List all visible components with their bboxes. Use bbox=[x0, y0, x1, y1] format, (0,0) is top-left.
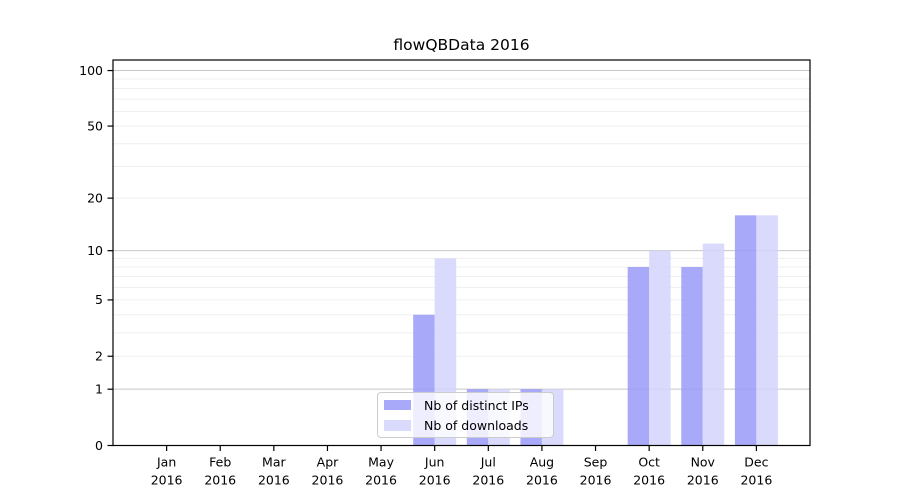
y-tick-label: 1 bbox=[95, 381, 103, 396]
bar-distinct-ips-nov bbox=[681, 266, 703, 446]
legend-label-downloads: Nb of downloads bbox=[424, 418, 529, 433]
x-tick-label-year: 2016 bbox=[258, 473, 290, 488]
legend-swatch-downloads bbox=[384, 420, 411, 431]
bar-downloads-oct bbox=[649, 250, 671, 446]
bar-distinct-ips-oct bbox=[627, 266, 650, 446]
bar-downloads-nov bbox=[702, 243, 725, 446]
x-tick-label-month: Jan bbox=[156, 455, 176, 470]
legend-row-downloads: Nb of downloads bbox=[384, 418, 547, 433]
y-tick-label: 2 bbox=[95, 349, 103, 364]
x-tick-label-year: 2016 bbox=[526, 473, 558, 488]
x-tick-label-month: May bbox=[368, 455, 394, 470]
x-tick-label-month: Aug bbox=[530, 455, 554, 470]
x-tick-label-year: 2016 bbox=[312, 473, 344, 488]
plot-border bbox=[112, 59, 811, 447]
x-tick-label-month: Nov bbox=[691, 455, 716, 470]
legend-label-distinct-ips: Nb of distinct IPs bbox=[424, 397, 529, 413]
x-tick-label-year: 2016 bbox=[419, 473, 451, 488]
x-tick-label-year: 2016 bbox=[580, 473, 612, 488]
y-tick-label: 10 bbox=[87, 243, 103, 258]
y-tick-label: 0 bbox=[95, 438, 103, 453]
y-tick-label: 50 bbox=[87, 118, 103, 133]
y-tick-label: 100 bbox=[79, 63, 103, 78]
x-tick-label-month: Jul bbox=[480, 455, 496, 470]
y-tick-label: 5 bbox=[95, 292, 103, 307]
y-tick-label: 20 bbox=[87, 190, 103, 205]
x-tick-label-year: 2016 bbox=[633, 473, 665, 488]
x-tick-label-year: 2016 bbox=[365, 473, 397, 488]
legend: Nb of distinct IPs Nb of downloads bbox=[377, 392, 554, 438]
bar-distinct-ips-dec bbox=[734, 215, 757, 446]
x-tick-label-month: Feb bbox=[209, 455, 231, 470]
chart-title: flowQBData 2016 bbox=[393, 36, 530, 54]
x-tick-label-year: 2016 bbox=[204, 473, 236, 488]
x-tick-label-month: Dec bbox=[744, 455, 768, 470]
bar-downloads-dec bbox=[756, 215, 778, 446]
x-tick-label-month: Mar bbox=[262, 455, 286, 470]
legend-swatch-distinct-ips bbox=[384, 399, 411, 411]
x-tick-label-year: 2016 bbox=[151, 473, 183, 488]
legend-row-distinct-ips: Nb of distinct IPs bbox=[384, 397, 547, 413]
x-tick-label-month: Sep bbox=[584, 455, 608, 470]
x-tick-label-year: 2016 bbox=[740, 473, 772, 488]
x-tick-label-month: Oct bbox=[638, 455, 660, 470]
x-tick-label-month: Jun bbox=[424, 455, 445, 470]
x-tick-label-month: Apr bbox=[317, 455, 339, 470]
x-tick-label-year: 2016 bbox=[472, 473, 504, 488]
x-tick-label-year: 2016 bbox=[687, 473, 719, 488]
